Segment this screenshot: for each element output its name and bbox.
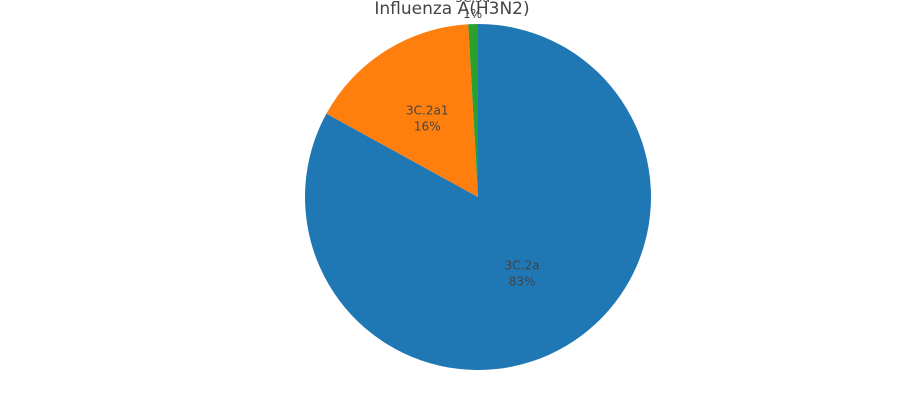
- pie-slice-3c-3a[interactable]: [468, 24, 478, 197]
- slice-name-label: 3C.2a1: [406, 104, 448, 118]
- slice-percent-label: 16%: [414, 120, 441, 134]
- pie-slice-3c-2a1[interactable]: [326, 24, 478, 197]
- slice-percent-label: 83%: [509, 274, 536, 288]
- slice-name-label: 3C.2a: [505, 258, 540, 272]
- chart-title: Influenza A(H3N2): [374, 0, 529, 19]
- slice-percent-label: 1%: [463, 7, 482, 21]
- pie-slices: [305, 24, 651, 370]
- slice-labels: 3C.2a 83% 3C.2a1 16% 3C.3a 1%: [406, 0, 539, 288]
- slice-name-label: 3C.3a: [455, 0, 490, 5]
